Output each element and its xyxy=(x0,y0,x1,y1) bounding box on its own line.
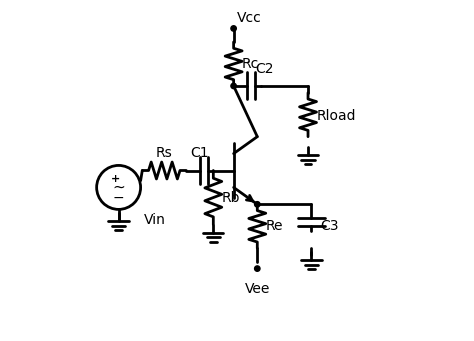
Text: ~: ~ xyxy=(112,180,125,195)
Text: Rload: Rload xyxy=(317,109,356,123)
Text: −: − xyxy=(113,191,125,205)
Text: C1: C1 xyxy=(191,146,209,160)
Text: Rc: Rc xyxy=(242,57,259,71)
Circle shape xyxy=(255,202,260,207)
Circle shape xyxy=(231,26,237,31)
Circle shape xyxy=(231,83,237,89)
Text: +: + xyxy=(110,174,120,184)
Text: Rb: Rb xyxy=(222,191,240,205)
Text: C3: C3 xyxy=(320,219,338,233)
Circle shape xyxy=(255,266,260,271)
Text: Vee: Vee xyxy=(245,282,270,296)
Text: Re: Re xyxy=(266,219,283,233)
Text: Vin: Vin xyxy=(144,213,166,227)
Text: C2: C2 xyxy=(255,62,273,76)
Text: Rs: Rs xyxy=(156,146,173,160)
Text: Vcc: Vcc xyxy=(237,11,262,25)
